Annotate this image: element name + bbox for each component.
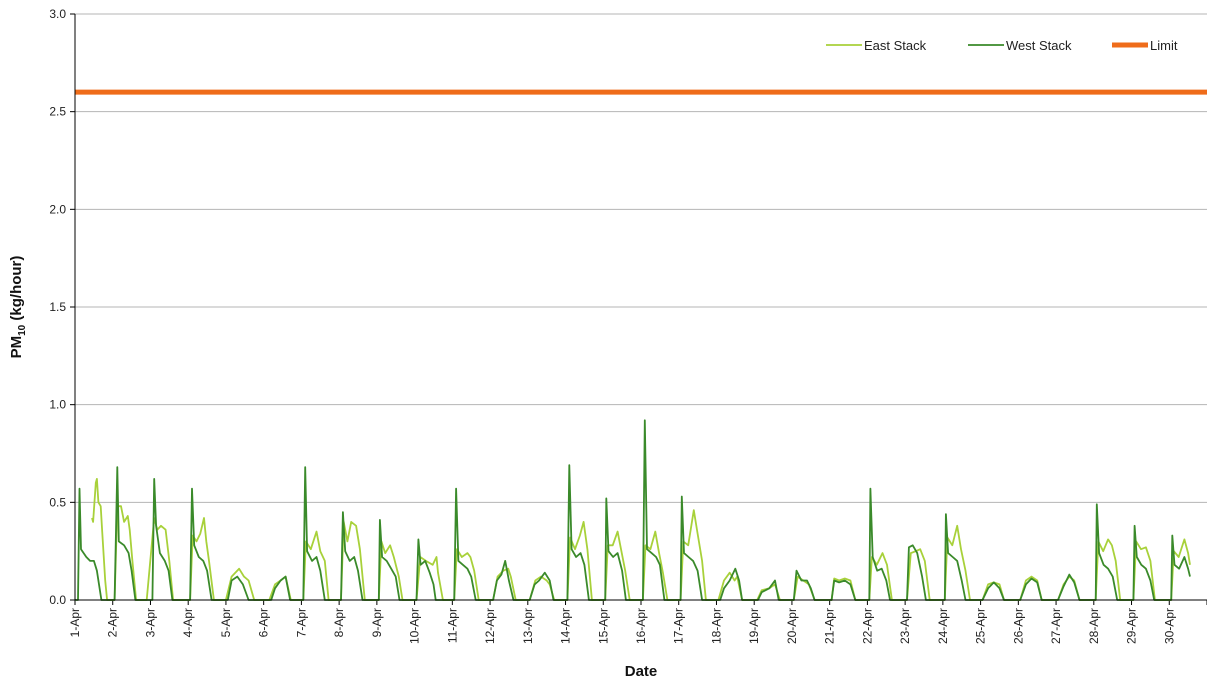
y-tick-label: 2.0: [49, 202, 66, 216]
x-tick-label: 11-Apr: [445, 608, 459, 643]
x-tick-label: 9-Apr: [370, 608, 384, 637]
y-axis-title: PM10 (kg/hour): [8, 256, 28, 359]
x-tick-label: 18-Apr: [709, 608, 723, 644]
x-tick-label: 21-Apr: [823, 608, 837, 644]
x-tick-label: 8-Apr: [332, 608, 346, 637]
x-tick-label: 3-Apr: [143, 608, 157, 637]
x-axis-ticks: 1-Apr 2-Apr 3-Apr 4-Apr 5-Apr 6-Apr 7-Apr 8-Apr…: [68, 600, 1207, 644]
x-tick-label: 4-Apr: [181, 608, 195, 637]
series-east-stack-line: [91, 478, 1191, 601]
y-tick-label: 0.5: [49, 495, 66, 509]
x-axis-title: Date: [625, 663, 658, 680]
y-tick-label: 1.0: [49, 398, 66, 412]
x-tick-label: 1-Apr: [68, 608, 82, 637]
x-tick-label: 2-Apr: [106, 608, 120, 637]
y-tick-label: 0.0: [49, 593, 66, 607]
x-tick-label: 6-Apr: [257, 608, 271, 637]
y-tick-label: 3.0: [49, 7, 66, 21]
x-tick-label: 7-Apr: [294, 608, 308, 637]
x-tick-label: 30-Apr: [1162, 608, 1176, 644]
x-tick-label: 27-Apr: [1049, 608, 1063, 644]
x-tick-label: 25-Apr: [974, 608, 988, 644]
x-tick-label: 28-Apr: [1087, 608, 1101, 644]
x-tick-label: 15-Apr: [596, 608, 610, 644]
y-tick-label: 1.5: [49, 300, 66, 314]
x-tick-label: 5-Apr: [219, 608, 233, 637]
x-tick-label: 29-Apr: [1125, 608, 1139, 644]
x-tick-label: 20-Apr: [785, 608, 799, 644]
y-axis-ticks: 0.0 0.5 1.0 1.5 2.0 2.5 3.0: [49, 7, 75, 607]
legend-label-limit: Limit: [1150, 38, 1178, 53]
y-tick-label: 2.5: [49, 105, 66, 119]
x-tick-label: 10-Apr: [408, 608, 422, 644]
x-tick-label: 12-Apr: [483, 608, 497, 644]
x-tick-label: 22-Apr: [860, 608, 874, 644]
x-tick-label: 17-Apr: [672, 608, 686, 644]
gridlines: [75, 13, 1207, 503]
legend-label-east-stack: East Stack: [864, 38, 927, 53]
x-tick-label: 24-Apr: [936, 608, 950, 644]
y-axis-title-unit: (kg/hour): [8, 256, 25, 325]
x-tick-label: 16-Apr: [634, 608, 648, 644]
x-tick-label: 14-Apr: [559, 608, 573, 644]
legend-label-west-stack: West Stack: [1006, 38, 1072, 53]
x-tick-label: 13-Apr: [521, 608, 535, 644]
x-tick-label: 19-Apr: [747, 608, 761, 644]
y-axis-title-subscript: 10: [17, 324, 28, 336]
legend: East Stack West Stack Limit: [826, 38, 1178, 53]
x-tick-label: 23-Apr: [898, 608, 912, 644]
series-west-stack-line: [75, 419, 1191, 601]
x-tick-label: 26-Apr: [1011, 608, 1025, 644]
y-axis-title-main: PM: [8, 336, 25, 359]
series-lines: [75, 89, 1207, 601]
